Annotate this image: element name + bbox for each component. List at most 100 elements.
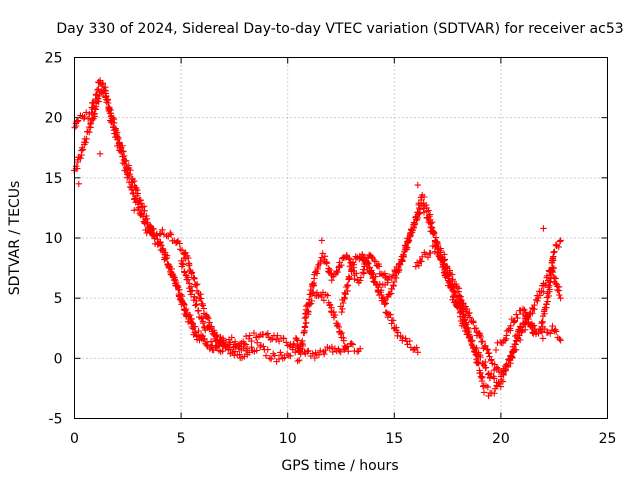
data-point-track-l	[539, 318, 546, 326]
data-point-track-k	[539, 335, 547, 342]
data-point-track-c	[173, 239, 181, 246]
data-point-track-l	[502, 337, 509, 344]
data-point-track-i	[408, 229, 416, 236]
data-point-track-d	[345, 348, 352, 355]
y-tick-label: 25	[45, 51, 63, 67]
data-point-track-j	[522, 326, 529, 333]
data-point-track-i	[422, 201, 430, 209]
data-point-track-b	[199, 332, 206, 340]
data-point-track-c	[190, 274, 197, 281]
data-point-track-b	[151, 240, 159, 247]
x-tick-label: 0	[70, 431, 79, 447]
data-point-track-f	[309, 288, 317, 296]
data-point-track-a	[77, 155, 84, 162]
data-point-track-a	[290, 340, 297, 347]
data-point-track-k	[509, 349, 516, 356]
data-point-track-c	[159, 226, 166, 233]
data-point-track-k	[491, 390, 498, 397]
data-point-track-e	[375, 263, 383, 270]
data-point-track-i	[430, 229, 437, 236]
data-point-track-i	[381, 297, 389, 304]
x-tick-labels: 0 5 10 15 20 25	[70, 431, 616, 447]
data-point-track-a	[264, 330, 271, 337]
data-point-track-h	[385, 273, 393, 280]
data-point-track-b	[128, 179, 135, 186]
data-point-track-b	[132, 195, 139, 202]
data-point-track-c	[206, 319, 213, 326]
data-point-track-d	[220, 337, 227, 344]
data-point-track-l	[522, 315, 529, 322]
data-point-track-i	[400, 253, 407, 261]
data-point-track-d	[179, 261, 187, 268]
data-point-track-b	[137, 209, 144, 217]
data-point-track-g	[410, 346, 417, 354]
data-point-track-f	[326, 301, 334, 308]
data-point-track-k	[485, 392, 492, 400]
data-point-track-i	[399, 258, 406, 265]
data-point-track-e	[328, 277, 335, 284]
data-point-track-b	[81, 113, 88, 121]
data-point-track-i	[397, 261, 404, 268]
data-point-track-k	[517, 324, 524, 331]
data-point-track-a	[78, 151, 85, 159]
data-point-track-e	[301, 324, 309, 331]
data-point-track-c	[185, 262, 193, 269]
data-point-track-g	[402, 335, 409, 342]
data-point-track-l	[522, 309, 529, 316]
data-point-track-j	[415, 262, 422, 269]
data-point-track-j	[479, 338, 486, 345]
data-point-track-d	[226, 343, 233, 351]
data-point-track-d	[292, 349, 299, 356]
data-point-track-d	[294, 342, 301, 350]
data-point-track-c	[178, 247, 186, 254]
x-tick-label: 25	[599, 431, 617, 447]
data-point-track-i	[404, 244, 411, 251]
data-point-track-b	[85, 115, 92, 122]
y-tick-label: 5	[54, 291, 63, 307]
data-point-track-l	[547, 278, 554, 285]
data-point-track-i	[402, 243, 410, 250]
data-point-track-b	[95, 86, 102, 93]
data-point-track-i	[428, 219, 436, 226]
data-point-track-k	[463, 321, 470, 328]
data-point-track-h	[376, 280, 383, 288]
data-point-track-a	[195, 327, 202, 335]
data-point-track-b	[121, 160, 128, 168]
data-point-track-e	[299, 337, 306, 345]
data-point-track-i	[413, 216, 420, 223]
data-point-track-k	[556, 335, 563, 343]
data-point-track-d	[236, 351, 243, 358]
data-point-track-a	[274, 332, 281, 339]
data-point-track-l	[557, 237, 564, 244]
data-point-track-i	[414, 209, 421, 216]
data-point-track-c	[157, 230, 165, 237]
data-point-track-k	[459, 306, 466, 313]
data-point-track-a	[269, 335, 276, 343]
data-point-track-h	[420, 209, 428, 216]
data-point-track-b	[130, 189, 137, 197]
data-point-track-c	[197, 291, 204, 298]
data-point-track-l	[510, 319, 517, 326]
data-point-track-i	[448, 284, 455, 292]
data-point-track-j	[448, 271, 456, 278]
data-point-track-e	[346, 256, 353, 263]
data-point-track-a	[273, 336, 280, 343]
data-point-track-a	[74, 165, 81, 172]
data-point-outlier	[540, 225, 547, 232]
data-point-track-c	[192, 281, 200, 289]
data-point-track-k	[480, 389, 488, 396]
data-point-track-d	[213, 332, 220, 340]
data-point-track-k	[460, 310, 467, 318]
data-point-track-f	[344, 343, 351, 350]
data-point-track-g	[389, 317, 397, 324]
data-point-track-j	[557, 295, 564, 302]
data-point-track-i	[390, 278, 398, 286]
data-point-track-d	[246, 349, 253, 356]
data-point-track-k	[499, 378, 507, 385]
data-point-track-c	[145, 221, 153, 228]
data-point-track-i	[411, 221, 418, 228]
data-point-track-l	[538, 327, 546, 335]
data-point-track-l	[528, 324, 535, 331]
data-point-track-g	[394, 329, 402, 336]
data-point-track-k	[468, 338, 475, 345]
